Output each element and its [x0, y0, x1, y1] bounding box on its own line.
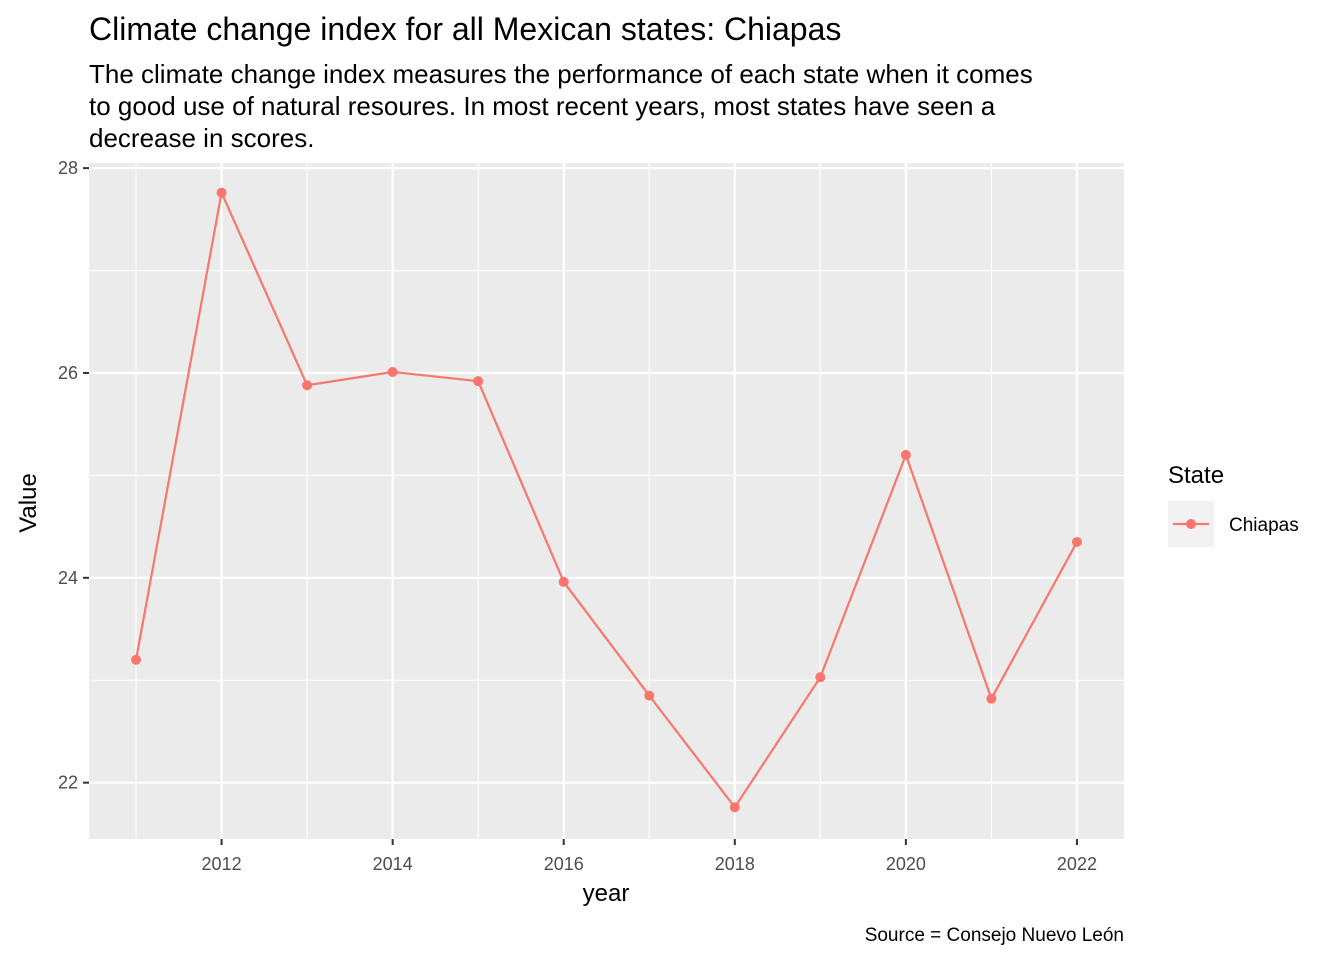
- series-layer: [131, 187, 1082, 813]
- legend-title: State: [1168, 462, 1224, 489]
- x-tick-label: 2016: [544, 854, 584, 874]
- chart-title: Climate change index for all Mexican sta…: [89, 11, 841, 47]
- data-point: [387, 366, 398, 377]
- y-tick-label: 26: [58, 363, 78, 383]
- axis-ticks: [83, 167, 1078, 845]
- data-point: [729, 802, 740, 813]
- data-point: [302, 380, 313, 391]
- chart-subtitle-line-1: The climate change index measures the pe…: [89, 59, 1033, 89]
- x-axis-title: year: [583, 880, 630, 907]
- data-point: [986, 693, 997, 704]
- legend: State Chiapas: [1168, 462, 1299, 547]
- data-point: [131, 654, 142, 665]
- series-line-chiapas: [134, 191, 1078, 809]
- grid-major: [89, 163, 1124, 839]
- y-tick-label: 28: [58, 158, 78, 178]
- x-tick-label: 2014: [373, 854, 413, 874]
- y-tick-label: 24: [58, 568, 78, 588]
- x-tick-label: 2012: [202, 854, 242, 874]
- y-tick-label: 22: [58, 773, 78, 793]
- chart-subtitle-line-3: decrease in scores.: [89, 123, 314, 153]
- plot-panel: [89, 163, 1124, 839]
- x-tick-labels: 2012 2014 2016 2018 2020 2022: [202, 854, 1097, 874]
- data-point: [900, 449, 911, 460]
- chart-caption: Source = Consejo Nuevo León: [865, 925, 1124, 946]
- data-point: [473, 376, 484, 387]
- legend-key-point: [1186, 519, 1196, 529]
- grid-minor: [89, 163, 1124, 839]
- data-point: [815, 672, 826, 683]
- data-point: [216, 187, 227, 198]
- x-tick-label: 2020: [886, 854, 926, 874]
- legend-label-chiapas: Chiapas: [1229, 515, 1299, 536]
- data-point: [1071, 536, 1082, 547]
- chart-subtitle-line-2: to good use of natural resoures. In most…: [89, 91, 996, 121]
- x-tick-label: 2018: [715, 854, 755, 874]
- data-point: [644, 690, 655, 701]
- data-point: [558, 576, 569, 587]
- y-axis-title: Value: [15, 473, 42, 533]
- y-tick-labels: 22 24 26 28: [58, 158, 78, 793]
- x-tick-label: 2022: [1057, 854, 1097, 874]
